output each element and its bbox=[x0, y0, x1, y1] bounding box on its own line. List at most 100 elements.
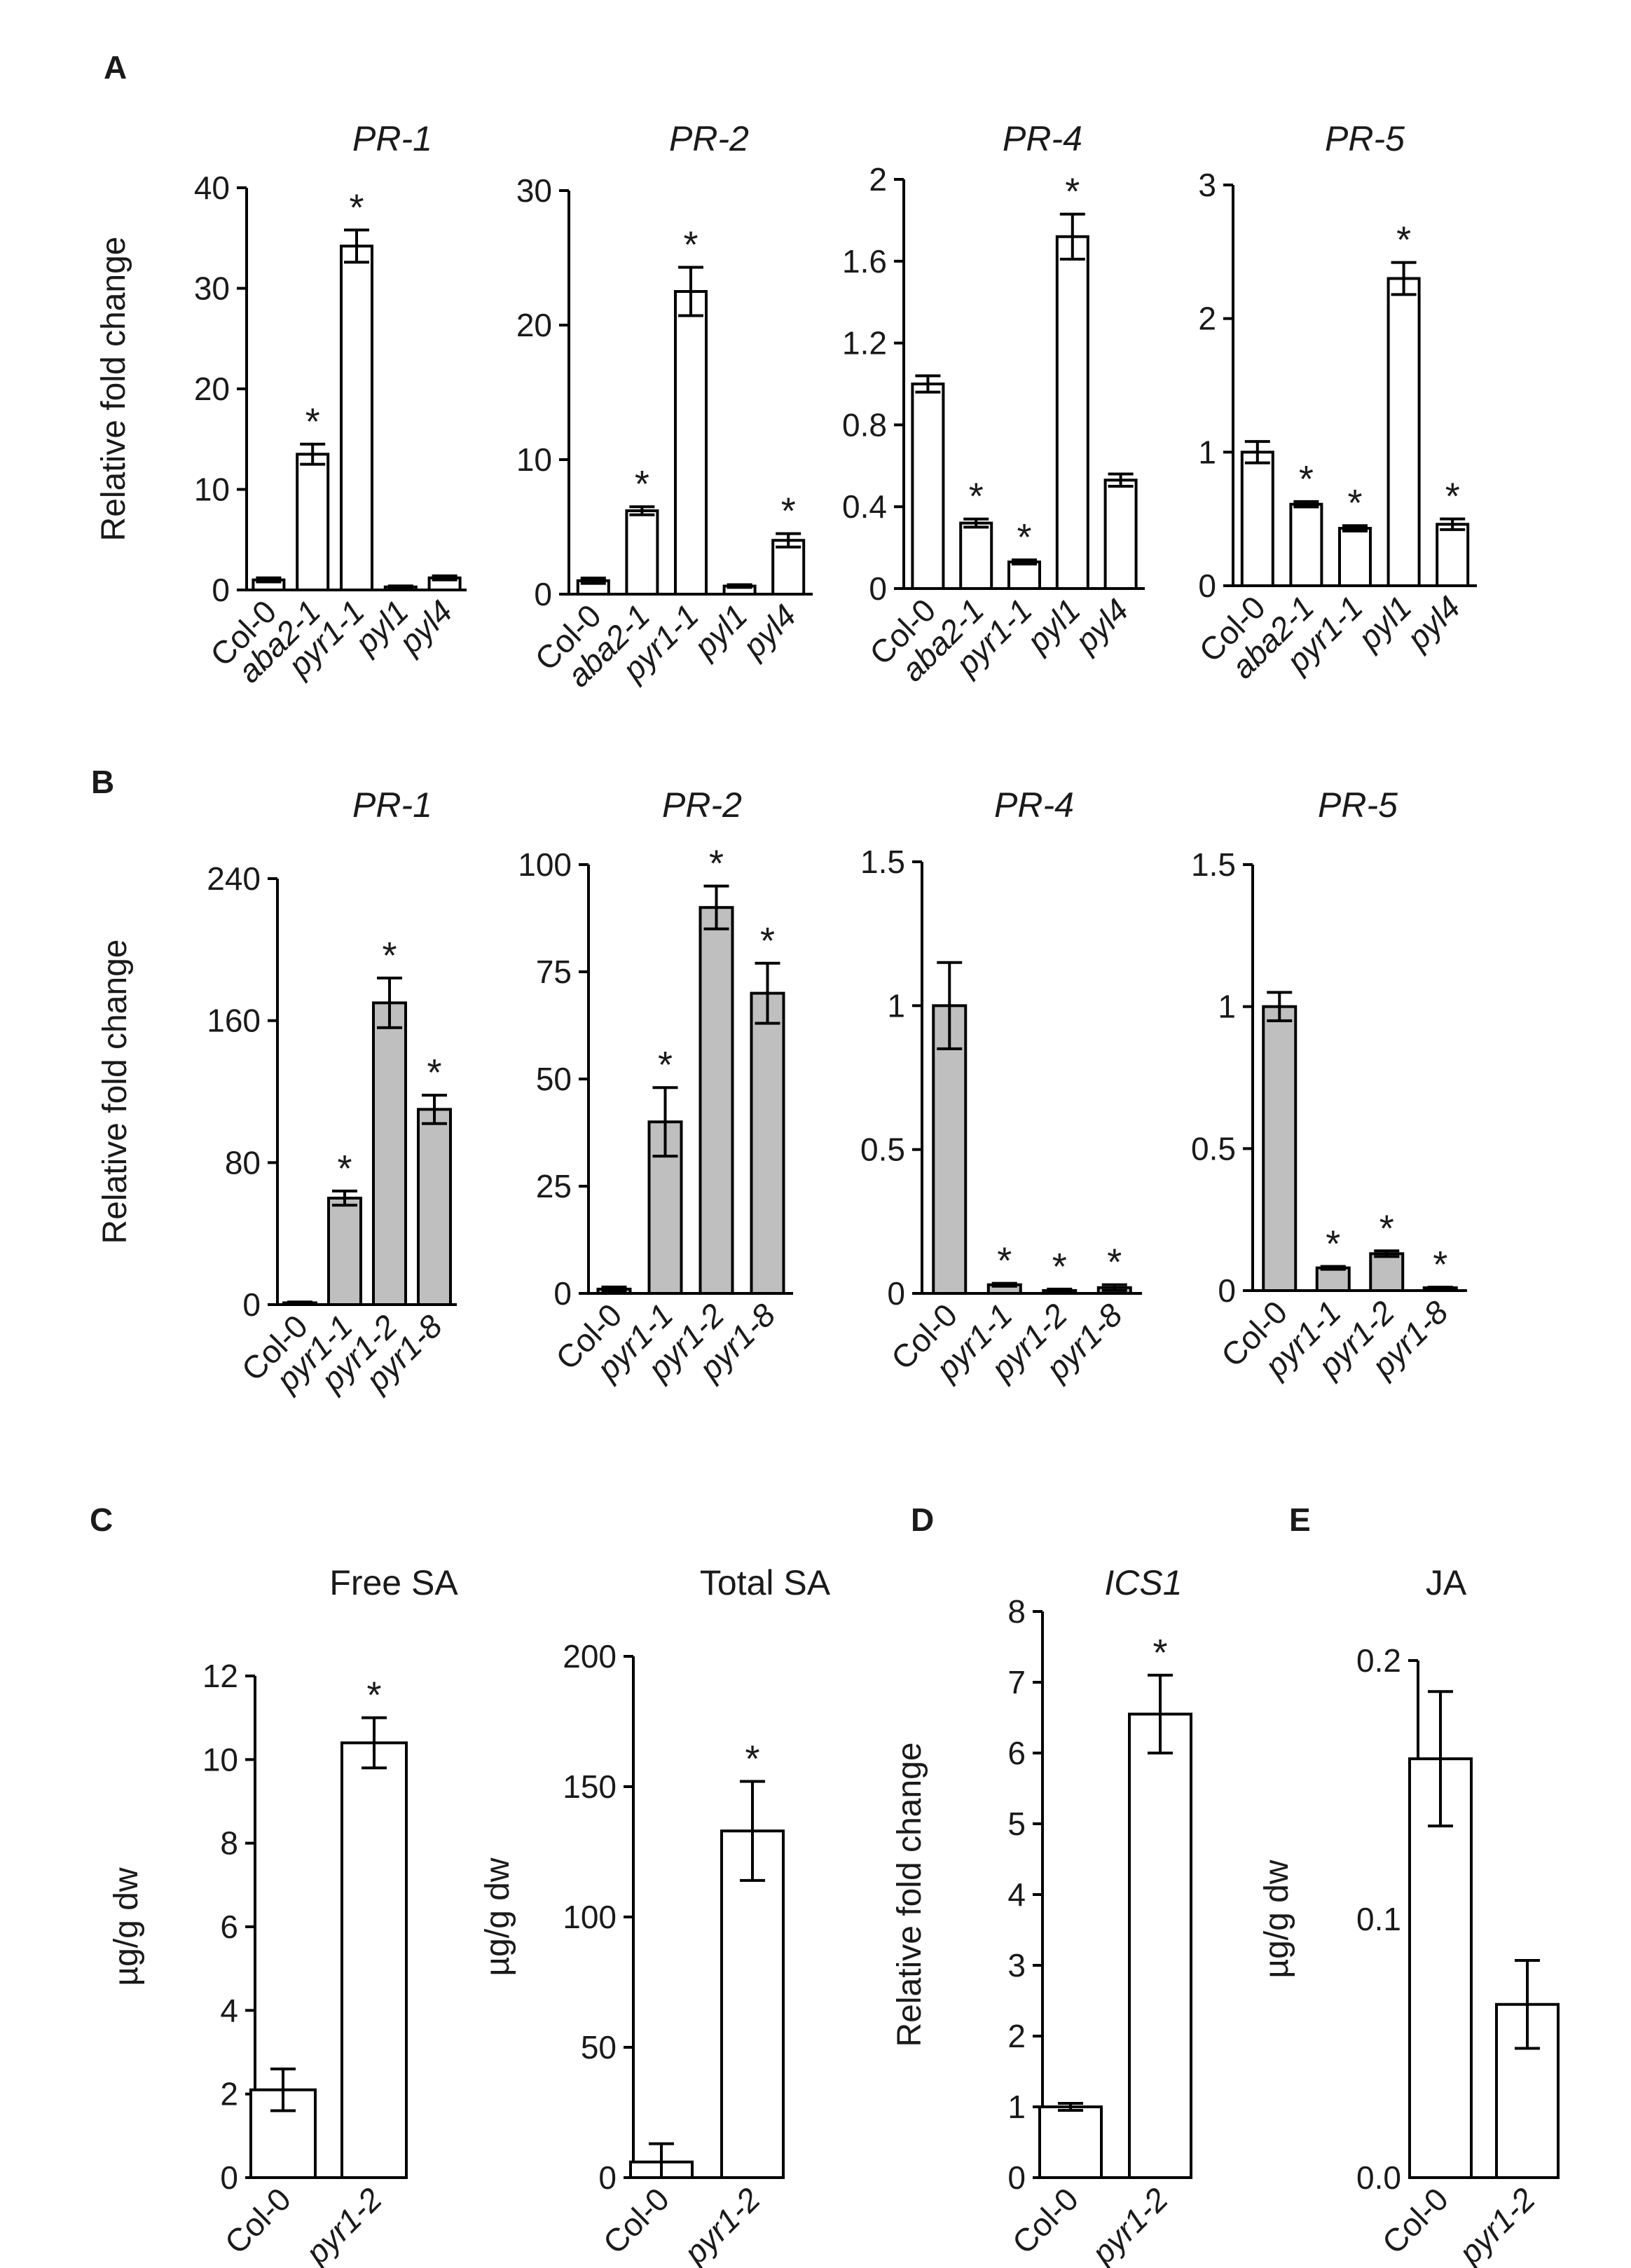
significance-star: * bbox=[1326, 1223, 1340, 1265]
y-tick-label: 5 bbox=[1007, 1806, 1026, 1842]
y-tick-label: 0.1 bbox=[1356, 1901, 1401, 1937]
y-tick-label: 50 bbox=[581, 2029, 617, 2066]
bar bbox=[340, 1741, 408, 2179]
error-bar bbox=[915, 374, 941, 394]
y-tick-label: 30 bbox=[194, 270, 230, 307]
error-bar bbox=[432, 574, 457, 582]
panel-label-d: D bbox=[911, 1501, 934, 1538]
bar bbox=[1436, 523, 1470, 587]
error-bar bbox=[755, 961, 780, 1025]
y-tick-label: 10 bbox=[194, 472, 230, 508]
x-category-label: pyr1-2 bbox=[1451, 2180, 1542, 2268]
bar bbox=[1289, 502, 1323, 588]
error-bar bbox=[678, 266, 703, 317]
y-tick-label: 12 bbox=[202, 1658, 238, 1694]
bar bbox=[372, 1001, 407, 1307]
y-tick-label: 1.6 bbox=[842, 243, 887, 280]
bar bbox=[327, 1197, 362, 1306]
chart-title: PR-1 bbox=[352, 785, 432, 825]
significance-star: * bbox=[1347, 482, 1362, 524]
y-axis-label: Relative fold change bbox=[95, 237, 132, 542]
x-category-label: pyr1-2 bbox=[676, 2180, 767, 2268]
bar bbox=[1315, 1266, 1351, 1293]
error-bar bbox=[287, 1300, 312, 1305]
x-category-label: pyl4 bbox=[1067, 591, 1136, 660]
bar bbox=[1007, 561, 1041, 590]
error-bar bbox=[1047, 1287, 1073, 1293]
error-bar bbox=[629, 505, 655, 516]
significance-star: * bbox=[1065, 171, 1080, 213]
y-tick-label: 0 bbox=[1198, 568, 1216, 604]
y-tick-label: 2 bbox=[1007, 2018, 1026, 2054]
error-bar bbox=[963, 517, 989, 529]
y-tick-label: 8 bbox=[1007, 1593, 1026, 1630]
chart-title: Free SA bbox=[329, 1563, 458, 1602]
error-bar bbox=[270, 2067, 296, 2112]
y-tick-label: 0 bbox=[212, 572, 230, 608]
bar bbox=[296, 453, 330, 592]
y-tick-label: 0.4 bbox=[842, 488, 887, 525]
significance-star: * bbox=[1017, 516, 1031, 558]
error-bar bbox=[1059, 212, 1085, 261]
bar bbox=[750, 991, 785, 1295]
bar bbox=[1262, 1005, 1298, 1292]
y-tick-label: 75 bbox=[536, 954, 572, 990]
significance-star: * bbox=[658, 1044, 673, 1086]
error-bar bbox=[1515, 1959, 1540, 2050]
bar bbox=[1038, 2105, 1103, 2179]
y-tick-label: 25 bbox=[536, 1168, 572, 1204]
error-bar bbox=[1374, 1249, 1400, 1258]
error-bar bbox=[362, 1716, 387, 1770]
y-tick-label: 20 bbox=[194, 371, 230, 407]
chart-title: Total SA bbox=[700, 1563, 831, 1602]
y-tick-label: 20 bbox=[516, 307, 552, 343]
error-bar bbox=[1244, 440, 1270, 465]
significance-star: * bbox=[997, 1240, 1012, 1282]
y-tick-label: 10 bbox=[516, 441, 552, 478]
bar bbox=[1240, 451, 1274, 587]
y-tick-label: 1.5 bbox=[1191, 846, 1236, 883]
y-tick-label: 3 bbox=[1198, 167, 1216, 203]
y-tick-label: 1 bbox=[887, 987, 905, 1024]
chart-title: PR-2 bbox=[669, 119, 749, 158]
bar bbox=[674, 290, 708, 596]
error-bar bbox=[1012, 558, 1037, 565]
significance-star: * bbox=[427, 1052, 441, 1094]
y-tick-label: 50 bbox=[536, 1061, 572, 1097]
y-tick-label: 0 bbox=[553, 1275, 572, 1312]
y-tick-label: 0.2 bbox=[1356, 1642, 1401, 1679]
error-bar bbox=[580, 576, 606, 585]
significance-star: * bbox=[1052, 1246, 1067, 1288]
chart-title: PR-2 bbox=[662, 785, 742, 825]
y-tick-label: 6 bbox=[1007, 1735, 1026, 1771]
y-tick-label: 10 bbox=[202, 1741, 238, 1778]
y-tick-label: 100 bbox=[518, 846, 572, 883]
x-category-label: pyl4 bbox=[734, 597, 803, 666]
y-tick-label: 0 bbox=[220, 2159, 238, 2196]
chart-title: PR-4 bbox=[994, 785, 1074, 825]
bar bbox=[959, 521, 993, 590]
y-tick-label: 240 bbox=[207, 860, 261, 897]
y-tick-label: 160 bbox=[207, 1003, 261, 1039]
panel-label-e: E bbox=[1289, 1501, 1311, 1538]
error-bar bbox=[1428, 1690, 1453, 1828]
y-tick-label: 1 bbox=[1218, 989, 1236, 1025]
error-bar bbox=[1391, 261, 1417, 296]
error-bar bbox=[1148, 1673, 1173, 1754]
y-axis-label: µg/g dw bbox=[108, 1867, 145, 1986]
error-bar bbox=[649, 2142, 674, 2179]
significance-star: * bbox=[1379, 1207, 1394, 1249]
significance-star: * bbox=[683, 224, 698, 266]
y-tick-label: 1 bbox=[1007, 2089, 1026, 2125]
panel-label-b: B bbox=[91, 764, 114, 800]
significance-star: * bbox=[1445, 476, 1460, 518]
bar bbox=[340, 245, 373, 591]
bar bbox=[1369, 1252, 1405, 1292]
